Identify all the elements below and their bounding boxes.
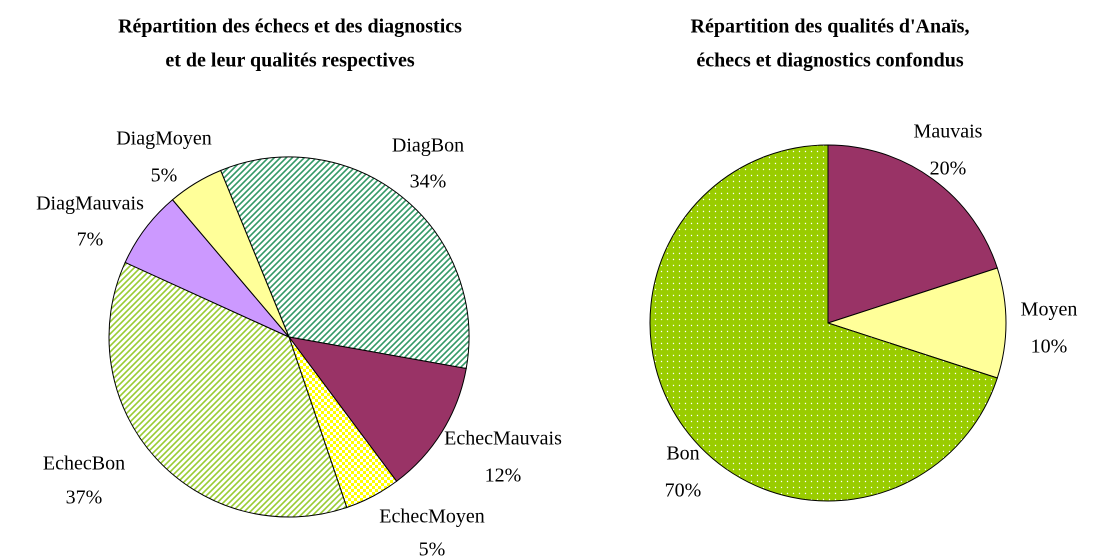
pie-slice: [219, 156, 470, 370]
slice-label: EchecBon: [43, 453, 125, 475]
pie-slice: [826, 267, 1007, 379]
slice-value-label: 20%: [930, 158, 967, 180]
slice-value-label: 10%: [1031, 336, 1068, 358]
slice-label: Mauvais: [914, 121, 983, 143]
slice-label: Bon: [666, 443, 699, 465]
slice-value-label: 5%: [419, 539, 446, 560]
chart-title: Répartition des qualités d'Anaïs,: [691, 16, 970, 38]
slice-value-label: 34%: [410, 171, 447, 193]
pie-slice: [171, 169, 290, 338]
slice-value-label: 70%: [665, 480, 702, 502]
slice-value-label: 5%: [151, 165, 178, 187]
slice-label: Moyen: [1021, 299, 1078, 321]
pie-slice: [108, 261, 348, 518]
slice-label: EchecMauvais: [444, 428, 562, 450]
slice-label: DiagMoyen: [116, 128, 212, 150]
slice-value-label: 37%: [66, 487, 103, 509]
chart-title: Répartition des échecs et des diagnostic…: [118, 16, 462, 38]
slice-label: DiagBon: [392, 135, 464, 157]
pie-slice: [827, 144, 998, 324]
slice-label: EchecMoyen: [379, 506, 485, 528]
pie-slice: [649, 144, 998, 502]
slice-label: DiagMauvais: [36, 193, 144, 215]
chart-title: échecs et diagnostics confondus: [696, 50, 963, 72]
slice-value-label: 12%: [485, 465, 522, 487]
slice-value-label: 7%: [77, 229, 104, 251]
pie-slice: [287, 336, 467, 482]
chart-title: et de leur qualités respectives: [165, 50, 414, 72]
